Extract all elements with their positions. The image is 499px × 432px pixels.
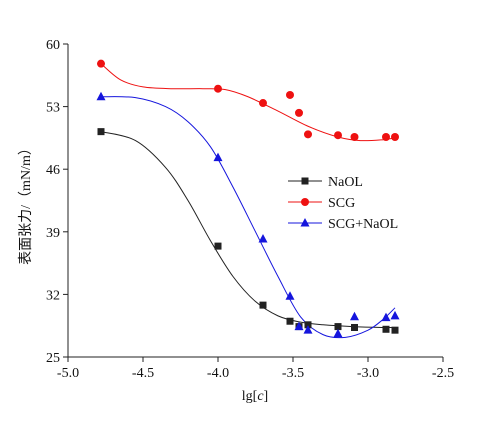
series-markers — [96, 59, 400, 338]
series-2-point — [350, 311, 359, 321]
y-tick-label: 32 — [46, 288, 60, 303]
legend: NaOL SCG SCG+NaOL — [288, 175, 398, 232]
x-axis-title-variable: c — [257, 389, 264, 404]
plot-frame — [67, 44, 443, 358]
series-2-point — [333, 328, 343, 338]
series-0-point — [214, 242, 222, 250]
series-2-point — [258, 233, 268, 243]
series-1-point — [350, 133, 359, 142]
x-tick-label: -3.5 — [282, 366, 304, 381]
y-axis-ticks: 25 32 39 46 53 60 — [46, 38, 68, 366]
series-0-point — [351, 323, 358, 331]
x-axis-title: lg[c] — [242, 389, 268, 404]
series-1-point — [259, 99, 267, 108]
y-tick-label: 25 — [46, 351, 60, 366]
series-2-point — [381, 312, 391, 322]
x-axis-title-prefix: lg[ — [242, 389, 258, 404]
series-1-point — [295, 108, 303, 117]
series-2-point — [303, 325, 313, 334]
series-1-point — [97, 59, 105, 68]
series-1-fit-line — [100, 63, 396, 142]
series-0-point — [304, 321, 312, 329]
series-0-point — [334, 323, 342, 331]
series-0-point — [286, 317, 294, 325]
y-tick-label: 46 — [46, 163, 60, 178]
series-0-point — [382, 325, 390, 333]
series-0-point — [97, 128, 105, 136]
series-2-point — [390, 310, 400, 320]
series-1-point — [304, 130, 312, 139]
legend-marker-0 — [301, 177, 309, 185]
legend-label-1: SCG — [328, 196, 355, 211]
x-tick-label: -5.0 — [57, 366, 79, 381]
x-tick-label: -4.5 — [132, 366, 154, 381]
x-tick-label: -3.0 — [357, 366, 379, 381]
series-2-fit-line — [100, 96, 396, 339]
legend-label-2: SCG+NaOL — [328, 217, 398, 232]
series-2-point — [294, 321, 304, 331]
y-tick-label: 39 — [46, 226, 60, 241]
x-axis-title-suffix: ] — [264, 389, 269, 404]
legend-label-0: NaOL — [328, 175, 363, 190]
series-1-point — [391, 133, 399, 142]
x-axis-ticks: -5.0 -4.5 -4.0 -3.5 -3.0 -2.5 — [57, 357, 454, 381]
series-2-point — [285, 291, 295, 300]
series-1-point — [286, 90, 294, 99]
series-0-point — [391, 326, 399, 334]
series-1-point — [382, 133, 390, 142]
y-tick-label: 53 — [46, 101, 60, 116]
series-1-point — [334, 131, 342, 140]
x-tick-label: -2.5 — [432, 366, 454, 381]
series-2-point — [96, 91, 106, 101]
series-2-point — [213, 152, 223, 162]
x-tick-label: -4.0 — [207, 366, 229, 381]
legend-marker-1 — [301, 198, 309, 206]
y-axis-title: 表面张力/（mN/m） — [18, 141, 34, 265]
series-0-point — [259, 301, 267, 309]
series-1-point — [214, 84, 222, 93]
y-tick-label: 60 — [46, 38, 60, 53]
legend-marker-2 — [300, 218, 310, 227]
